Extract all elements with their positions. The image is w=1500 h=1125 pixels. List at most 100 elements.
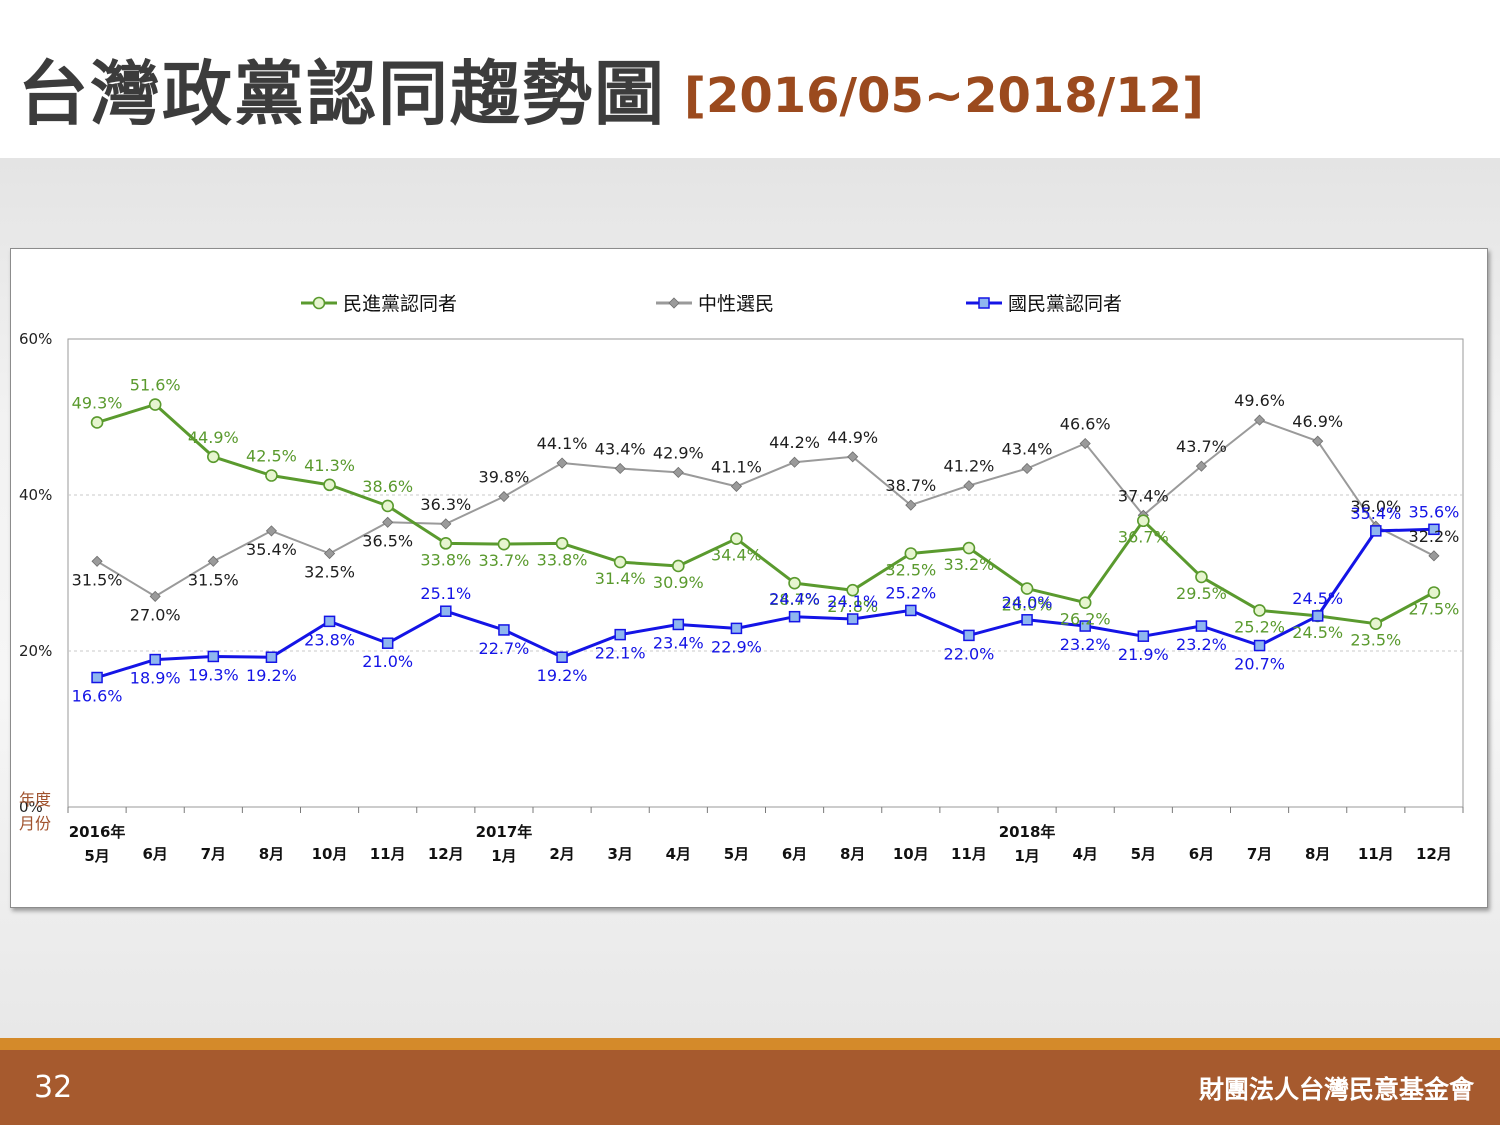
data-point (439, 537, 453, 550)
data-label: 22.9% (711, 637, 762, 656)
data-label: 26.2% (1060, 610, 1111, 629)
data-label: 44.2% (769, 433, 820, 452)
title-text: 台灣政黨認同趨勢圖 (18, 53, 666, 135)
x-tick-label: 4月 (1072, 845, 1097, 863)
data-label: 36.5% (362, 531, 413, 550)
data-label: 23.8% (304, 630, 355, 649)
data-label: 41.2% (944, 457, 995, 476)
data-point (1195, 620, 1208, 632)
data-label: 44.9% (188, 428, 239, 447)
data-label: 21.0% (362, 652, 413, 671)
data-label: 27.5% (1409, 600, 1460, 619)
data-label: 35.4% (246, 540, 297, 559)
x-tick-label: 5月 (84, 847, 109, 865)
data-label: 23.4% (653, 633, 704, 652)
data-label: 49.3% (72, 393, 123, 412)
x-tick-label: 8月 (840, 845, 865, 863)
data-point (614, 462, 626, 475)
data-label: 35.4% (1350, 504, 1401, 523)
data-point (1253, 414, 1266, 426)
data-label: 28.0% (1002, 596, 1053, 615)
x-year-label: 2017年 (476, 823, 533, 841)
data-label: 43.7% (1176, 437, 1227, 456)
data-point (905, 499, 917, 511)
data-label: 20.7% (1234, 655, 1285, 674)
data-point (381, 637, 394, 649)
x-tick-label: 5月 (724, 845, 749, 863)
data-label: 25.2% (885, 583, 936, 602)
data-point (149, 590, 161, 602)
data-point (1311, 610, 1324, 622)
x-tick-label: 10月 (893, 845, 929, 863)
data-label: 32.5% (885, 561, 936, 580)
data-point (904, 547, 918, 560)
data-label: 19.2% (246, 666, 297, 685)
data-label: 36.7% (1118, 528, 1169, 547)
legend-marker (978, 297, 990, 309)
data-label: 22.0% (944, 644, 995, 663)
data-point (672, 559, 685, 573)
data-label: 30.9% (653, 573, 704, 592)
data-label: 35.6% (1409, 502, 1460, 521)
data-label: 41.3% (304, 456, 355, 475)
data-point (1137, 514, 1150, 528)
series-line (96, 419, 1435, 598)
data-label: 51.6% (130, 376, 181, 395)
x-tick-label: 6月 (1189, 845, 1214, 863)
data-point (149, 653, 161, 666)
data-label: 23.2% (1060, 635, 1111, 654)
x-tick-label: 1月 (491, 847, 516, 865)
data-label: 42.9% (653, 443, 704, 462)
data-point (672, 466, 684, 478)
date-range-subtitle: [2016/05~2018/12] (684, 68, 1204, 124)
data-label: 31.5% (72, 570, 123, 589)
data-point (148, 398, 162, 411)
data-point (1253, 639, 1266, 652)
data-label: 24.5% (1292, 589, 1343, 608)
series-layer (90, 398, 1441, 684)
data-label: 38.7% (885, 476, 936, 495)
data-label: 41.1% (711, 457, 762, 476)
data-point (207, 555, 219, 567)
axis-label-month: 月份 (19, 814, 51, 833)
footer: 32 財團法人台灣民意基金會 (0, 1050, 1500, 1125)
data-point (963, 480, 975, 492)
data-point (1195, 570, 1208, 584)
data-label: 33.7% (479, 551, 530, 570)
x-tick-label: 8月 (1305, 845, 1330, 863)
data-label: 32.2% (1409, 527, 1460, 546)
data-point (846, 583, 859, 597)
data-label: 24.5% (1292, 623, 1343, 642)
y-tick-label: 60% (19, 330, 52, 348)
data-label: 34.4% (711, 546, 762, 565)
data-point (265, 651, 278, 663)
x-tick-label: 10月 (312, 845, 348, 863)
data-point (323, 547, 336, 560)
data-label: 24.4% (769, 590, 820, 609)
data-point (1079, 620, 1091, 632)
data-point (265, 525, 278, 537)
data-label: 27.8% (827, 597, 878, 616)
data-label: 43.4% (595, 439, 646, 458)
footer-stripe (0, 1038, 1500, 1050)
data-point (440, 605, 452, 617)
data-point (1021, 462, 1033, 475)
data-label: 23.2% (1176, 635, 1227, 654)
data-label: 49.6% (1234, 391, 1285, 410)
series-line (96, 403, 1435, 626)
data-point (90, 416, 104, 429)
x-tick-label: 11月 (1358, 845, 1394, 863)
plot-area (67, 338, 1464, 808)
data-point (556, 457, 568, 469)
x-tick-label: 2月 (549, 845, 574, 863)
organization-name: 財團法人台灣民意基金會 (1198, 1075, 1474, 1104)
y-tick-label: 0% (19, 798, 43, 816)
data-point (788, 576, 801, 590)
data-label: 22.7% (479, 639, 530, 658)
data-point (1369, 617, 1383, 631)
chart-frame: 60% 40% 20% 0% 年度 月份 2016年 5月 6月 7月 8月 10月 11月 12月 201… (10, 248, 1488, 908)
data-label: 24.0% (1002, 593, 1053, 612)
data-point (1312, 435, 1324, 447)
data-label: 24.1% (827, 592, 878, 611)
